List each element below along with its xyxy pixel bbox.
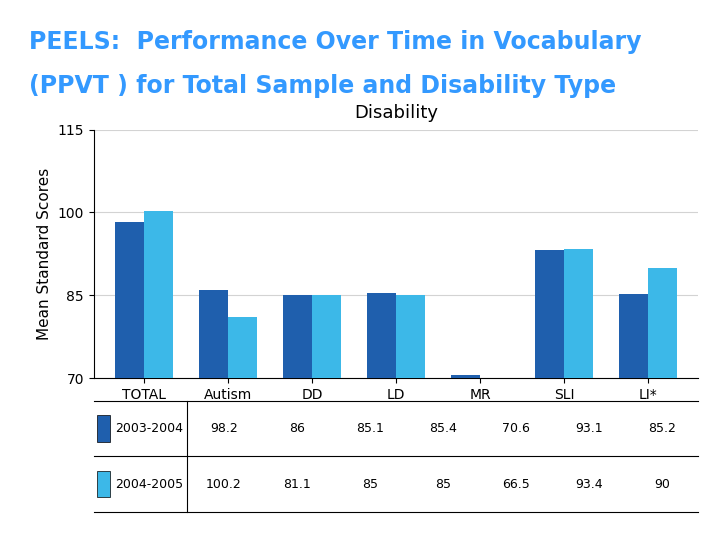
Bar bbox=[144, 211, 174, 540]
Text: 81.1: 81.1 bbox=[283, 477, 311, 490]
Text: 85.2: 85.2 bbox=[648, 422, 676, 435]
Bar bbox=[114, 222, 144, 540]
Bar bbox=[312, 295, 341, 540]
Text: 93.1: 93.1 bbox=[575, 422, 603, 435]
Bar bbox=[480, 397, 510, 540]
Y-axis label: Mean Standard Scores: Mean Standard Scores bbox=[37, 168, 52, 340]
Bar bbox=[396, 295, 426, 540]
Bar bbox=[199, 289, 228, 540]
Text: 90: 90 bbox=[654, 477, 670, 490]
Bar bbox=[283, 295, 312, 540]
Bar bbox=[564, 249, 593, 540]
Text: 98.2: 98.2 bbox=[210, 422, 238, 435]
Text: 93.4: 93.4 bbox=[575, 477, 603, 490]
Text: 2004-2005: 2004-2005 bbox=[114, 477, 183, 490]
Bar bbox=[534, 251, 564, 540]
Bar bbox=[451, 375, 480, 540]
Text: 85: 85 bbox=[435, 477, 451, 490]
Bar bbox=[228, 317, 258, 540]
Text: (PPVT ) for Total Sample and Disability Type: (PPVT ) for Total Sample and Disability … bbox=[29, 73, 616, 98]
Bar bbox=[648, 268, 678, 540]
Text: 85.4: 85.4 bbox=[429, 422, 456, 435]
Text: 85: 85 bbox=[362, 477, 378, 490]
Text: 85.1: 85.1 bbox=[356, 422, 384, 435]
Text: 70.6: 70.6 bbox=[502, 422, 530, 435]
Bar bbox=[366, 293, 396, 540]
Text: 2003-2004: 2003-2004 bbox=[114, 422, 183, 435]
Title: Disability: Disability bbox=[354, 104, 438, 123]
Text: 100.2: 100.2 bbox=[206, 477, 242, 490]
Bar bbox=[96, 415, 110, 442]
Bar bbox=[96, 471, 110, 497]
Text: 86: 86 bbox=[289, 422, 305, 435]
Bar bbox=[618, 294, 648, 540]
Text: PEELS:  Performance Over Time in Vocabulary: PEELS: Performance Over Time in Vocabula… bbox=[29, 30, 642, 53]
Text: 66.5: 66.5 bbox=[502, 477, 530, 490]
